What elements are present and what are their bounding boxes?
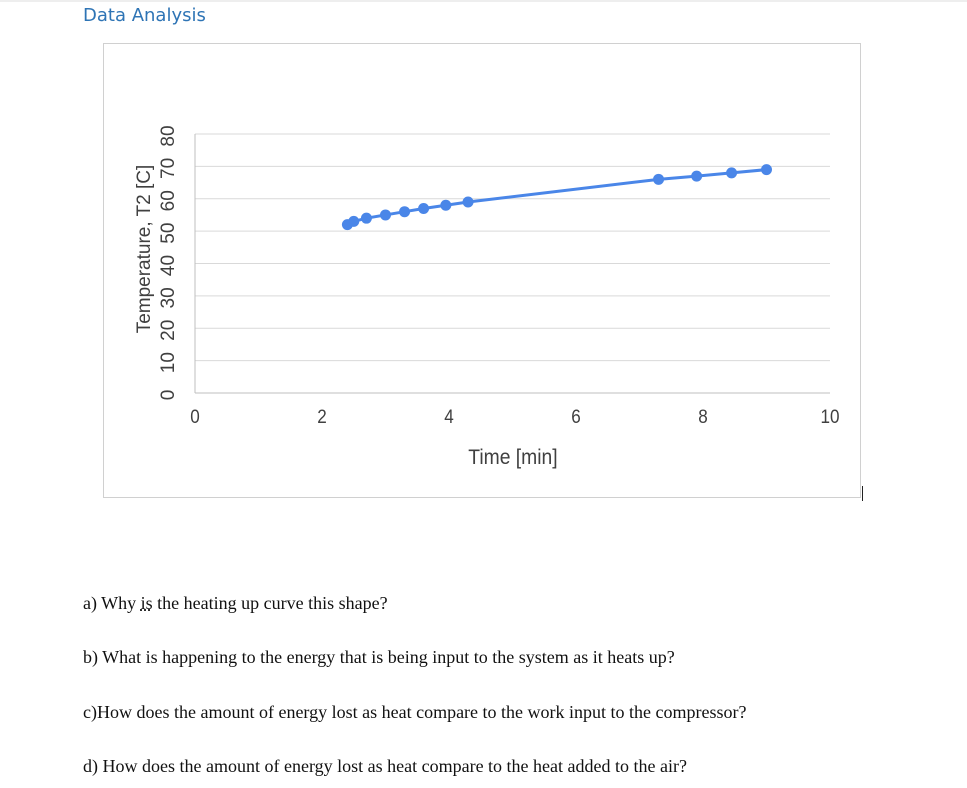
x-tick-labels: 0 2 4 6 8 10 (190, 406, 839, 427)
question-b: b) What is happening to the energy that … (83, 647, 675, 667)
chart-frame (103, 43, 861, 498)
data-point (399, 206, 411, 218)
x-tick-label: 0 (190, 406, 200, 427)
y-tick-label: 20 (158, 320, 179, 341)
frame-corner-mark (862, 486, 863, 501)
page-top-rule (0, 0, 967, 2)
data-point (691, 170, 703, 182)
chart-axes (194, 134, 830, 394)
data-point (761, 164, 772, 176)
y-tick-label: 0 (158, 390, 179, 401)
chart-series (341, 164, 772, 231)
question-a: a) Why is the heating up curve this shap… (83, 593, 388, 613)
data-point (418, 202, 430, 214)
y-tick-label: 80 (158, 125, 179, 146)
y-tick-label: 30 (158, 287, 179, 308)
temperature-time-chart: 0 10 20 30 40 50 60 70 80 0 2 4 6 8 10 Time [min] Tem… (134, 125, 840, 469)
y-tick-label: 50 (158, 223, 179, 244)
y-tick-label: 40 (158, 255, 179, 276)
data-analysis-heading: Data Analysis (83, 5, 206, 26)
question-d: d) How does the amount of energy lost as… (83, 756, 687, 776)
x-tick-label: 8 (698, 406, 708, 427)
y-tick-label: 70 (158, 158, 179, 179)
x-axis-label: Time [min] (468, 446, 557, 469)
data-point (440, 199, 452, 211)
series-line (346, 168, 767, 226)
x-tick-label: 10 (820, 406, 839, 427)
y-tick-labels: 0 10 20 30 40 50 60 70 80 (158, 125, 179, 400)
x-tick-label: 4 (444, 406, 454, 427)
question-c: c)How does the amount of energy lost as … (83, 702, 747, 722)
data-point (360, 212, 372, 224)
x-tick-label: 6 (571, 406, 581, 427)
data-point (653, 173, 665, 185)
data-point (462, 196, 474, 208)
data-point (726, 167, 738, 179)
data-point (348, 215, 360, 227)
underlined-word: is (140, 593, 153, 613)
y-tick-label: 60 (158, 190, 179, 211)
data-point (380, 209, 391, 221)
chart-grid (195, 133, 830, 362)
x-tick-label: 2 (317, 406, 327, 427)
y-axis-label: Temperature, T2 [C] (134, 165, 155, 334)
y-tick-label: 10 (158, 352, 179, 373)
